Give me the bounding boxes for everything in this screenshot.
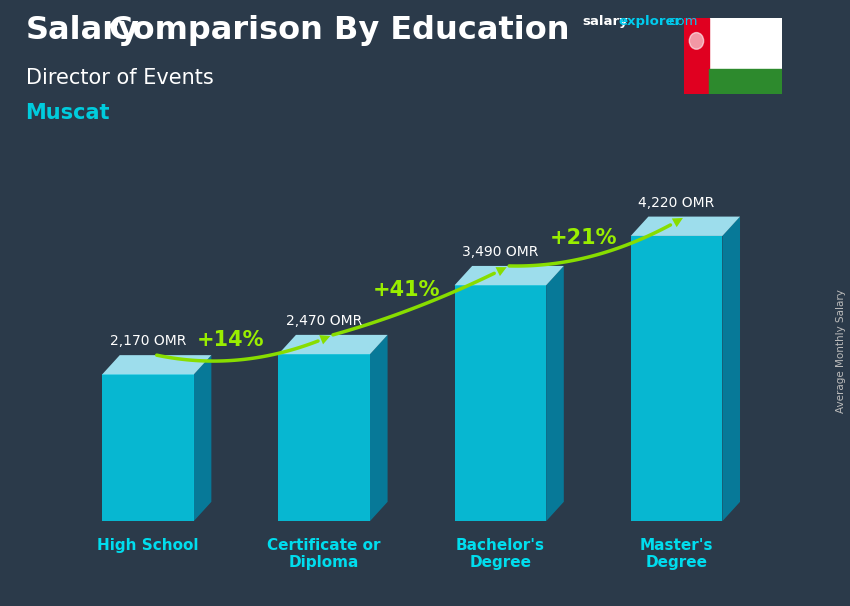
Polygon shape: [547, 266, 564, 521]
Text: Muscat: Muscat: [26, 103, 110, 123]
Text: 4,220 OMR: 4,220 OMR: [638, 196, 715, 210]
FancyBboxPatch shape: [102, 375, 194, 521]
Polygon shape: [370, 335, 388, 521]
Polygon shape: [722, 216, 740, 521]
Polygon shape: [194, 355, 212, 521]
Bar: [709, 69, 782, 94]
Text: 2,170 OMR: 2,170 OMR: [110, 334, 186, 348]
FancyBboxPatch shape: [631, 236, 722, 521]
FancyBboxPatch shape: [455, 285, 547, 521]
FancyBboxPatch shape: [278, 354, 370, 521]
Text: 2,470 OMR: 2,470 OMR: [286, 314, 362, 328]
Polygon shape: [631, 216, 740, 236]
Text: Average Monthly Salary: Average Monthly Salary: [836, 290, 846, 413]
Text: Comparison By Education: Comparison By Education: [98, 15, 570, 46]
Text: +41%: +41%: [373, 280, 440, 300]
Text: Salary: Salary: [26, 15, 139, 46]
Bar: [684, 18, 709, 94]
Text: salary: salary: [582, 15, 628, 28]
Text: +14%: +14%: [197, 330, 264, 350]
Text: 3,490 OMR: 3,490 OMR: [462, 245, 539, 259]
Polygon shape: [455, 266, 564, 285]
Text: .com: .com: [666, 15, 698, 28]
Text: +21%: +21%: [549, 228, 617, 248]
Polygon shape: [278, 335, 388, 354]
Text: Director of Events: Director of Events: [26, 68, 213, 88]
Circle shape: [689, 33, 704, 49]
Text: explorer: explorer: [619, 15, 682, 28]
Polygon shape: [102, 355, 212, 375]
